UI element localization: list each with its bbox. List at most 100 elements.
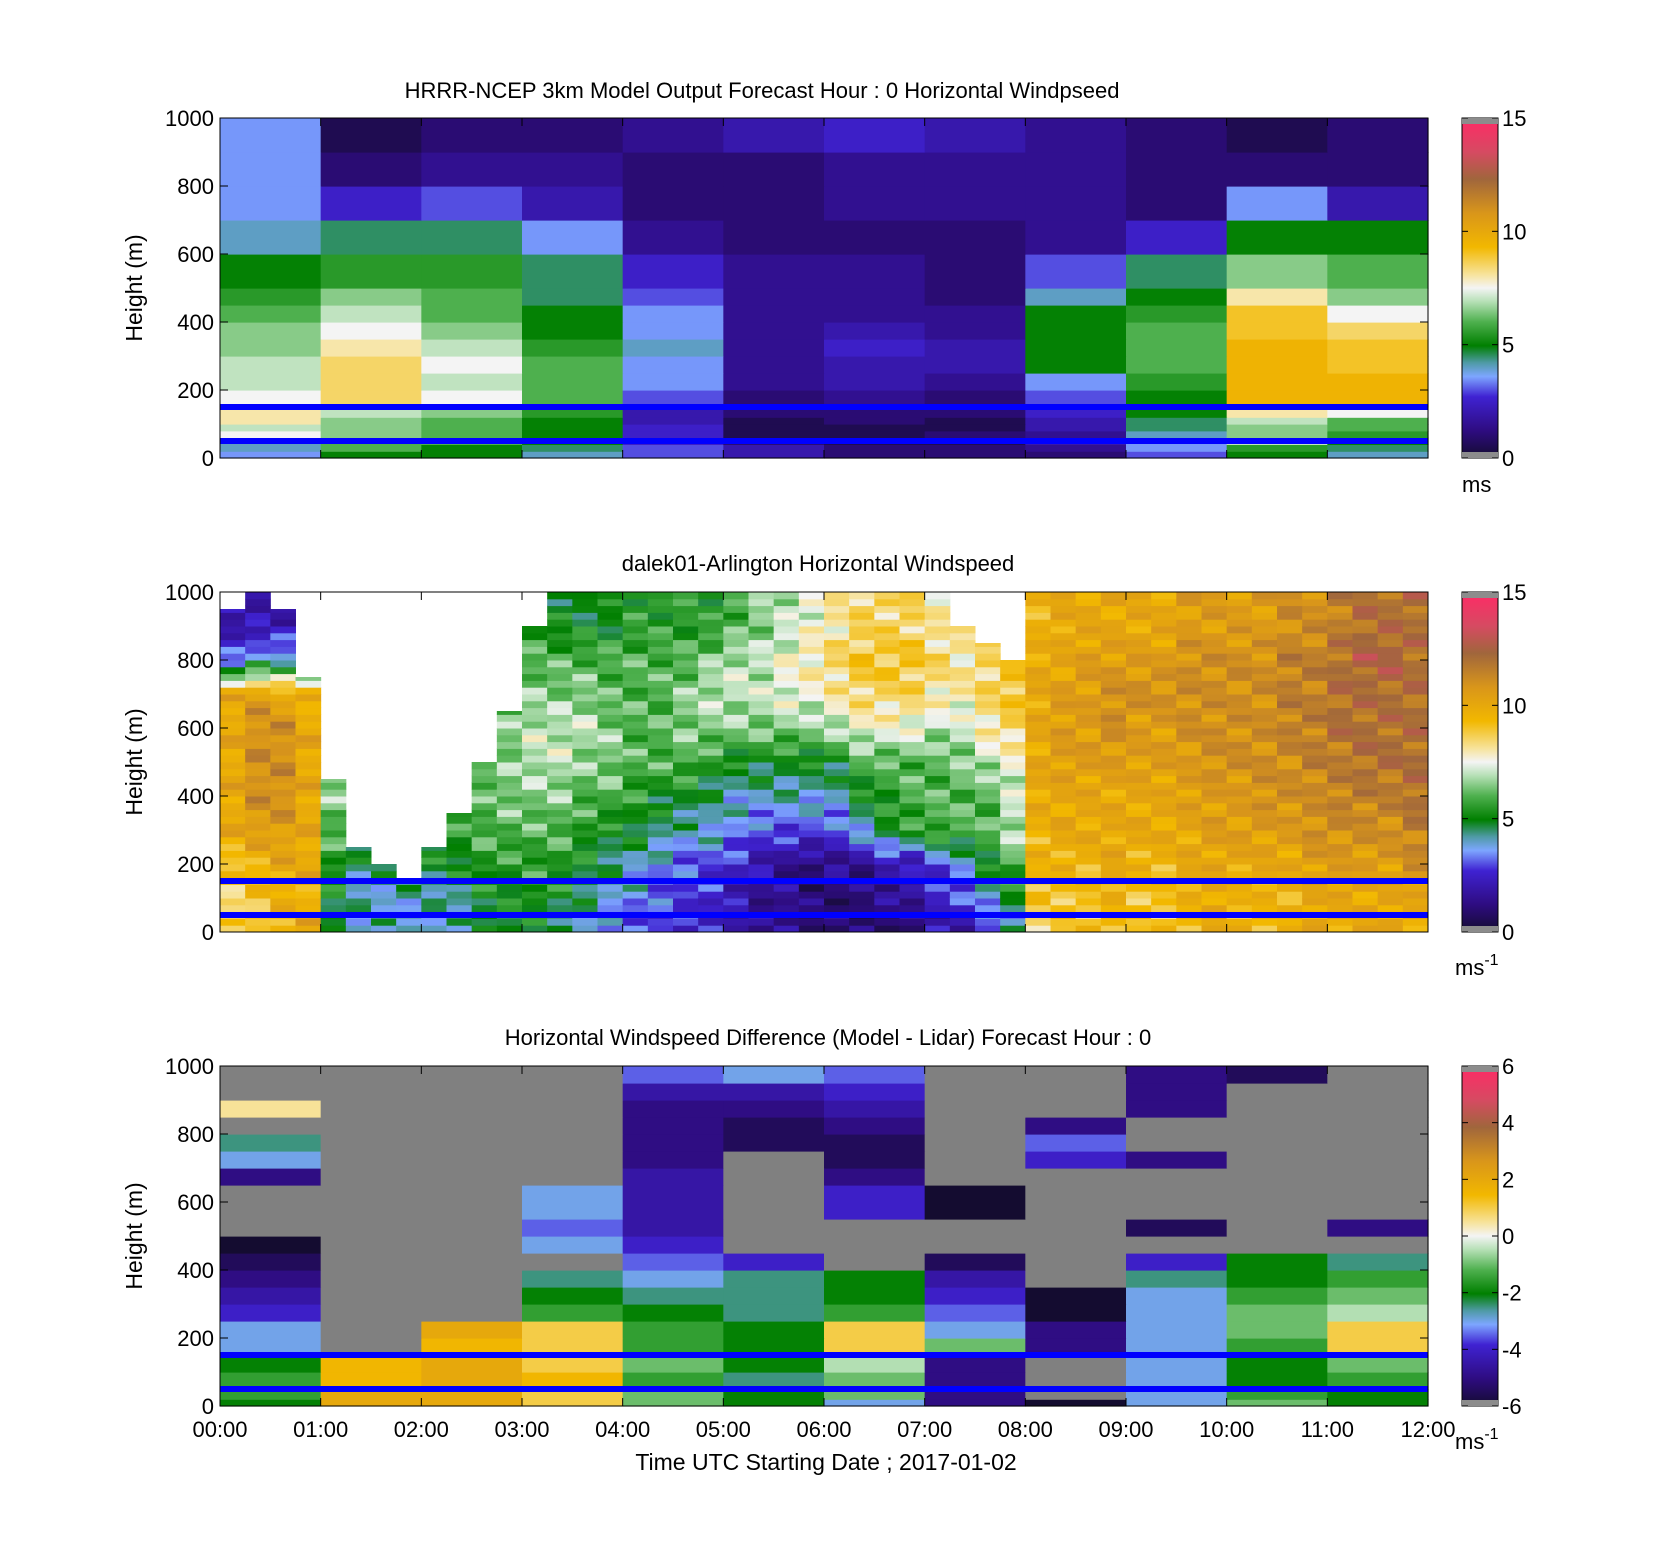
heatmap-cell <box>1377 918 1404 926</box>
heatmap-cell <box>773 666 800 675</box>
heatmap-cell <box>975 721 1001 729</box>
heatmap-cell <box>824 1399 926 1407</box>
heatmap-cell <box>597 802 624 811</box>
heatmap-cell <box>572 904 598 913</box>
heatmap-cell <box>1126 186 1228 221</box>
heatmap-cell <box>421 1134 523 1152</box>
heatmap-cell <box>220 782 246 790</box>
heatmap-cell <box>421 1304 523 1322</box>
heatmap-cell <box>320 836 347 845</box>
heatmap-cell <box>547 830 573 838</box>
heatmap-cell <box>1251 850 1278 858</box>
heatmap-cell <box>673 898 699 906</box>
heatmap-cell <box>1302 680 1328 688</box>
heatmap-cell <box>245 721 271 729</box>
heatmap-cell <box>673 830 699 838</box>
heatmap-cell <box>522 755 548 763</box>
heatmap-cell <box>320 1185 422 1220</box>
heatmap-cell <box>975 782 1001 790</box>
heatmap-cell <box>849 639 875 647</box>
heatmap-cell <box>1075 775 1102 783</box>
heatmap-cell <box>295 823 322 831</box>
heatmap-cell <box>320 118 422 153</box>
heatmap-cell <box>572 816 598 824</box>
heatmap-cell <box>723 660 749 668</box>
heatmap-cell <box>1075 707 1102 715</box>
heatmap-cell <box>1277 714 1303 722</box>
heatmap-cell <box>773 918 800 926</box>
heatmap-cell <box>522 809 548 817</box>
heatmap-cell <box>1151 728 1177 736</box>
heatmap-cell <box>496 836 523 845</box>
heatmap-cell <box>874 741 900 749</box>
heatmap-cell <box>1151 592 1177 600</box>
heatmap-cell <box>597 864 624 872</box>
heatmap-cell <box>1126 694 1152 702</box>
heatmap-cell <box>824 152 926 187</box>
heatmap-cell <box>622 339 724 357</box>
heatmap-cell <box>1201 796 1228 804</box>
heatmap-cell <box>874 646 900 654</box>
heatmap-cell <box>1277 646 1303 654</box>
heatmap-cell <box>1050 755 1077 763</box>
heatmap-cell <box>673 626 699 634</box>
heatmap-cell <box>220 118 322 153</box>
heatmap-cell <box>371 925 397 933</box>
heatmap-cell <box>1000 741 1026 749</box>
heatmap-cell <box>1025 1253 1127 1271</box>
heatmap-cell <box>270 653 296 661</box>
heatmap-cell <box>849 619 875 627</box>
heatmap-cell <box>748 687 775 695</box>
heatmap-cell <box>320 1219 422 1237</box>
heatmap-cell <box>597 843 624 851</box>
heatmap-cell <box>220 707 246 715</box>
heatmap-cell <box>1327 1219 1429 1237</box>
heatmap-cell <box>899 823 926 831</box>
heatmap-cell <box>874 619 900 627</box>
heatmap-cell <box>622 1168 724 1186</box>
heatmap-cell <box>572 884 598 892</box>
heatmap-cell <box>723 741 749 749</box>
heatmap-cell <box>849 898 875 906</box>
heatmap-cell <box>723 305 825 323</box>
heatmap-cell <box>773 904 800 913</box>
heatmap-cell <box>220 339 322 357</box>
heatmap-cell <box>849 605 875 613</box>
heatmap-cell <box>270 870 296 879</box>
heatmap-cell <box>1025 870 1051 879</box>
heatmap-cell <box>723 424 825 432</box>
heatmap-cell <box>1075 857 1102 865</box>
heatmap-cell <box>1327 714 1353 722</box>
heatmap-cell <box>1377 864 1404 872</box>
heatmap-cell <box>1377 700 1404 709</box>
heatmap-cell <box>1402 734 1429 743</box>
heatmap-cell <box>1251 775 1278 783</box>
heatmap-cell <box>1302 605 1328 613</box>
heatmap-cell <box>622 1151 724 1169</box>
heatmap-cell <box>1025 823 1051 831</box>
heatmap-cell <box>421 847 447 851</box>
heatmap-cell <box>421 884 447 892</box>
heatmap-cell <box>496 816 523 824</box>
heatmap-cell <box>1277 673 1303 681</box>
heatmap-cell <box>647 870 674 879</box>
heatmap-cell <box>622 843 649 851</box>
heatmap-cell <box>1277 612 1303 620</box>
heatmap-cell <box>673 809 699 817</box>
heatmap-cell <box>1277 639 1303 647</box>
heatmap-cell <box>723 430 825 439</box>
heatmap-cell <box>1201 632 1228 641</box>
heatmap-cell <box>1377 802 1404 811</box>
heatmap-cell <box>647 605 674 613</box>
heatmap-cell <box>1327 424 1429 432</box>
heatmap-cell <box>824 1321 926 1339</box>
heatmap-cell <box>673 660 699 668</box>
heatmap-cell <box>1277 816 1303 824</box>
heatmap-cell <box>421 1219 523 1237</box>
heatmap-cell <box>1100 721 1127 729</box>
heatmap-cell <box>824 1304 926 1322</box>
heatmap-cell <box>345 925 372 933</box>
x-tick-label: 11:00 <box>1301 1417 1354 1442</box>
heatmap-cell <box>1302 891 1328 899</box>
heatmap-cell <box>698 816 724 824</box>
